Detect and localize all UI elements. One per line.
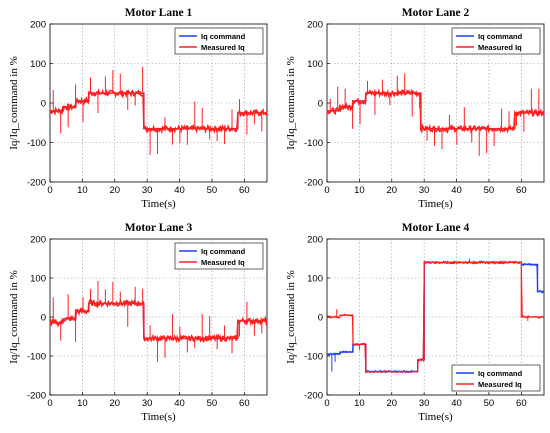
- x-tick-label: 50: [207, 185, 218, 196]
- y-tick-label: 200: [30, 20, 46, 31]
- y-tick-label: 100: [30, 59, 46, 70]
- x-tick-label: 30: [419, 398, 430, 409]
- x-tick-label: 60: [239, 398, 250, 409]
- series-noise: [326, 88, 545, 135]
- x-tick-label: 10: [77, 185, 88, 196]
- x-tick-label: 20: [386, 398, 397, 409]
- x-tick-label: 30: [419, 185, 430, 196]
- y-tick-label: 100: [307, 59, 323, 70]
- legend-entry: Iq command: [478, 32, 523, 41]
- chart-title: Motor Lane 1: [125, 7, 193, 19]
- y-axis-label: Iq/Iq_command in %: [285, 270, 297, 363]
- chart-panel-1: 0 10 20 30 40 50 60 -200 -100 0 100 200 Motor Lane 1…: [8, 7, 268, 210]
- x-axis-label: Time(s): [141, 411, 176, 423]
- y-axis-label: Iq/Iq_command in %: [8, 270, 20, 363]
- legend-box: [451, 27, 541, 55]
- y-tick-label: -200: [27, 391, 46, 402]
- legend-entry: Measured Iq: [478, 380, 522, 389]
- y-tick-label: 0: [318, 313, 323, 324]
- legend-entry: Measured Iq: [201, 43, 245, 52]
- x-tick-label: 10: [354, 185, 365, 196]
- y-tick-label: -100: [27, 352, 46, 363]
- y-tick-label: 0: [318, 99, 323, 110]
- y-tick-label: -100: [304, 138, 323, 149]
- series-noise: [326, 259, 544, 374]
- x-tick-label: 60: [516, 398, 527, 409]
- legend-entry: Measured Iq: [478, 43, 522, 52]
- x-tick-label: 20: [109, 185, 120, 196]
- x-tick-label: 40: [451, 398, 462, 409]
- y-axis-label: Iq/Iq_command in %: [8, 56, 20, 149]
- x-tick-label: 0: [47, 185, 52, 196]
- y-tick-label: -200: [304, 391, 323, 402]
- y-tick-label: 100: [30, 274, 46, 285]
- x-tick-label: 10: [354, 398, 365, 409]
- chart-panel-4: 0 10 20 30 40 50 60 -200 -100 0 100 200 Motor Lane 4…: [285, 222, 545, 423]
- y-tick-label: -100: [27, 138, 46, 149]
- legend-box: [174, 242, 264, 270]
- x-axis-label: Time(s): [141, 198, 176, 210]
- x-tick-label: 30: [142, 398, 153, 409]
- chart-title: Motor Lane 3: [125, 222, 193, 234]
- x-tick-label: 40: [174, 185, 185, 196]
- chart-panel-3: 0 10 20 30 40 50 60 -200 -100 0 100 200 Motor Lane 3…: [8, 222, 268, 423]
- series-noise: [49, 297, 268, 344]
- y-tick-label: 100: [307, 274, 323, 285]
- y-tick-label: 200: [307, 20, 323, 31]
- chart-title: Motor Lane 2: [402, 7, 470, 19]
- x-tick-label: 0: [324, 185, 329, 196]
- x-tick-label: 30: [142, 185, 153, 196]
- y-tick-label: -200: [27, 178, 46, 189]
- legend-entry: Iq command: [478, 369, 523, 378]
- legend-entry: Iq command: [201, 32, 246, 41]
- y-tick-label: 200: [307, 235, 323, 246]
- y-tick-label: 0: [41, 313, 46, 324]
- y-tick-label: 200: [30, 235, 46, 246]
- y-tick-label: -100: [304, 352, 323, 363]
- legend-entry: Iq command: [201, 247, 246, 256]
- x-tick-label: 20: [109, 398, 120, 409]
- x-tick-label: 50: [484, 185, 495, 196]
- x-tick-label: 0: [324, 398, 329, 409]
- chart-title: Motor Lane 4: [402, 222, 470, 234]
- legend-box: [451, 364, 541, 392]
- x-tick-label: 40: [451, 185, 462, 196]
- x-tick-label: 60: [239, 185, 250, 196]
- x-tick-label: 40: [174, 398, 185, 409]
- x-tick-label: 20: [386, 185, 397, 196]
- x-tick-label: 0: [47, 398, 52, 409]
- x-tick-label: 10: [77, 398, 88, 409]
- legend-box: [174, 27, 264, 55]
- legend-entry: Measured Iq: [201, 258, 245, 267]
- y-tick-label: 0: [41, 99, 46, 110]
- y-axis-label: Iq/Iq_command in %: [285, 56, 297, 149]
- x-tick-label: 50: [207, 398, 218, 409]
- chart-panel-2: 0 10 20 30 40 50 60 -200 -100 0 100 200 Motor Lane 2…: [285, 7, 545, 210]
- series-noise: [49, 88, 268, 135]
- x-axis-label: Time(s): [418, 198, 453, 210]
- x-axis-label: Time(s): [418, 411, 453, 423]
- x-tick-label: 50: [484, 398, 495, 409]
- y-tick-label: -200: [304, 178, 323, 189]
- x-tick-label: 60: [516, 185, 527, 196]
